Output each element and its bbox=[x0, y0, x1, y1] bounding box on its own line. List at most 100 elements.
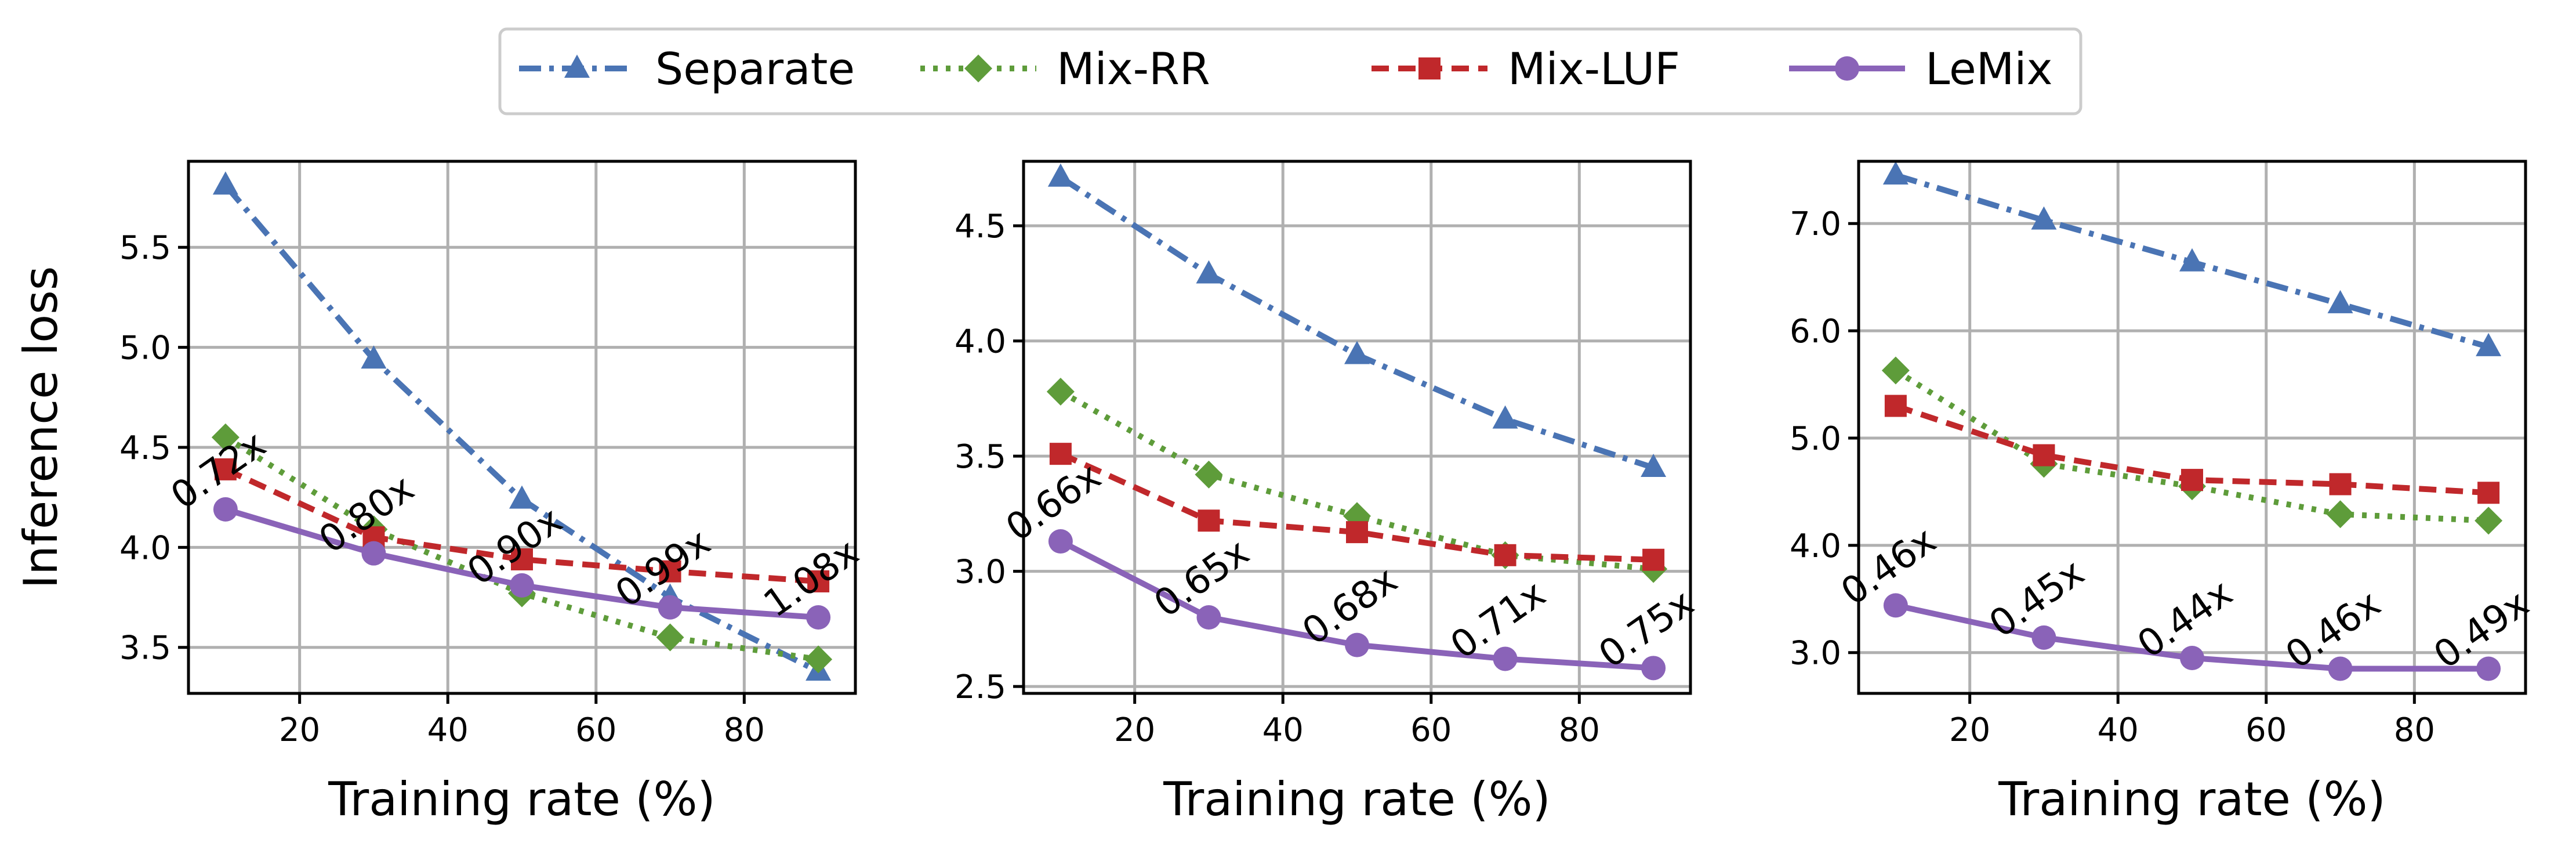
series-lemix bbox=[1883, 593, 2501, 681]
data-point bbox=[2475, 507, 2503, 535]
y-tick-label: 3.0 bbox=[955, 554, 1006, 591]
chart-panel-3: 20 40 60 80 3.0 4.0 5.0 6.0 7.0 Training rate (%)… bbox=[1790, 160, 2537, 826]
y-tick-label: 3.5 bbox=[955, 438, 1006, 476]
data-point bbox=[1198, 509, 1220, 532]
series-mix-rr bbox=[1046, 377, 1668, 583]
data-point bbox=[656, 623, 684, 652]
series-mix-luf bbox=[1884, 395, 2500, 504]
legend-marker bbox=[964, 55, 992, 82]
legend-item: Mix-LUF bbox=[1372, 43, 1680, 95]
y-tick-label: 5.5 bbox=[119, 229, 171, 267]
data-point bbox=[2328, 656, 2353, 681]
y-tick-label: 5.0 bbox=[1790, 420, 1841, 458]
data-point bbox=[804, 645, 833, 674]
data-point bbox=[1046, 377, 1075, 406]
data-point bbox=[2031, 206, 2057, 230]
y-tick-label: 3.5 bbox=[119, 630, 171, 667]
legend-item: Separate bbox=[519, 43, 855, 95]
series-line bbox=[1059, 175, 1655, 471]
data-point bbox=[511, 548, 533, 571]
data-point bbox=[2033, 444, 2055, 467]
data-point bbox=[2179, 248, 2205, 272]
data-point bbox=[2326, 500, 2354, 529]
data-point bbox=[659, 560, 681, 583]
legend-frame bbox=[498, 27, 2082, 115]
data-point bbox=[2327, 290, 2353, 313]
chart-panels: 20 40 60 80 3.5 4.0 4.5 5.0 5.5 Training rate (%)… bbox=[14, 160, 2537, 826]
series-lemix bbox=[213, 497, 831, 630]
x-tick-label: 60 bbox=[2245, 711, 2287, 749]
data-point bbox=[1346, 521, 1368, 544]
series-mix-luf bbox=[214, 458, 830, 592]
series-mix-rr bbox=[1881, 356, 2503, 535]
series-mix-luf bbox=[1049, 443, 1665, 571]
data-point bbox=[1195, 460, 1223, 489]
data-point bbox=[807, 570, 830, 592]
x-tick-label: 80 bbox=[2394, 711, 2435, 749]
x-tick-label: 20 bbox=[1949, 711, 1990, 749]
data-point bbox=[2476, 332, 2502, 356]
series-line bbox=[224, 467, 819, 584]
data-point bbox=[1882, 161, 1909, 185]
data-point bbox=[1196, 260, 1222, 284]
y-tick-label: 5.0 bbox=[119, 330, 171, 367]
y-tick-label: 6.0 bbox=[1790, 313, 1841, 350]
data-point bbox=[2180, 645, 2204, 670]
data-point bbox=[2477, 482, 2500, 504]
data-point bbox=[509, 485, 535, 509]
data-point bbox=[2476, 656, 2501, 681]
data-point bbox=[1883, 593, 1908, 618]
x-tick-label: 20 bbox=[1114, 711, 1155, 749]
data-point bbox=[1494, 544, 1516, 566]
y-tick-label: 4.5 bbox=[955, 208, 1006, 245]
y-tick-label: 7.0 bbox=[1790, 205, 1841, 243]
x-tick-label: 40 bbox=[427, 711, 469, 749]
x-axis-label: Training rate (%) bbox=[1998, 772, 2385, 826]
x-tick-label: 40 bbox=[2098, 711, 2139, 749]
x-tick-label: 60 bbox=[1410, 711, 1452, 749]
series-line bbox=[1059, 451, 1654, 563]
data-point bbox=[211, 423, 240, 451]
data-point bbox=[1881, 356, 1910, 385]
legend-marker bbox=[564, 55, 590, 78]
x-axis-label: Training rate (%) bbox=[328, 772, 715, 826]
x-tick-label: 80 bbox=[724, 711, 765, 749]
data-point bbox=[1049, 443, 1072, 465]
legend-marker bbox=[1835, 56, 1859, 81]
legend-label: Mix-RR bbox=[1057, 43, 1210, 95]
series-line bbox=[1059, 389, 1654, 572]
x-tick-label: 40 bbox=[1262, 711, 1304, 749]
data-point bbox=[361, 541, 386, 566]
series-separate bbox=[1047, 163, 1667, 477]
data-point bbox=[212, 171, 238, 195]
data-point bbox=[2181, 469, 2203, 491]
data-point bbox=[1493, 646, 1518, 671]
data-point bbox=[1492, 405, 1518, 429]
data-point bbox=[2329, 473, 2352, 496]
data-point bbox=[510, 573, 534, 598]
x-tick-label: 20 bbox=[279, 711, 320, 749]
data-point bbox=[1641, 453, 1667, 477]
y-tick-label: 4.0 bbox=[1790, 527, 1841, 565]
legend-label: Separate bbox=[655, 43, 855, 95]
y-tick-label: 3.0 bbox=[1790, 635, 1841, 672]
x-axis-label: Training rate (%) bbox=[1163, 772, 1550, 826]
legend-item: LeMix bbox=[1789, 43, 2052, 95]
data-point bbox=[658, 595, 683, 620]
plot-frame bbox=[1857, 160, 2527, 695]
data-point bbox=[213, 497, 238, 522]
x-tick-label: 80 bbox=[1559, 711, 1600, 749]
data-point bbox=[2031, 625, 2056, 650]
series-lemix bbox=[1048, 529, 1666, 681]
data-point bbox=[1344, 341, 1370, 364]
data-point bbox=[1641, 656, 1666, 681]
plot-frame bbox=[1022, 160, 1692, 695]
legend: Separate Mix-RR Mix-LUF LeMix bbox=[498, 27, 2082, 115]
plot-frame bbox=[187, 160, 857, 695]
data-point bbox=[214, 458, 237, 480]
data-point bbox=[1345, 632, 1369, 657]
y-tick-label: 4.5 bbox=[119, 429, 171, 467]
data-point bbox=[1884, 395, 1907, 417]
